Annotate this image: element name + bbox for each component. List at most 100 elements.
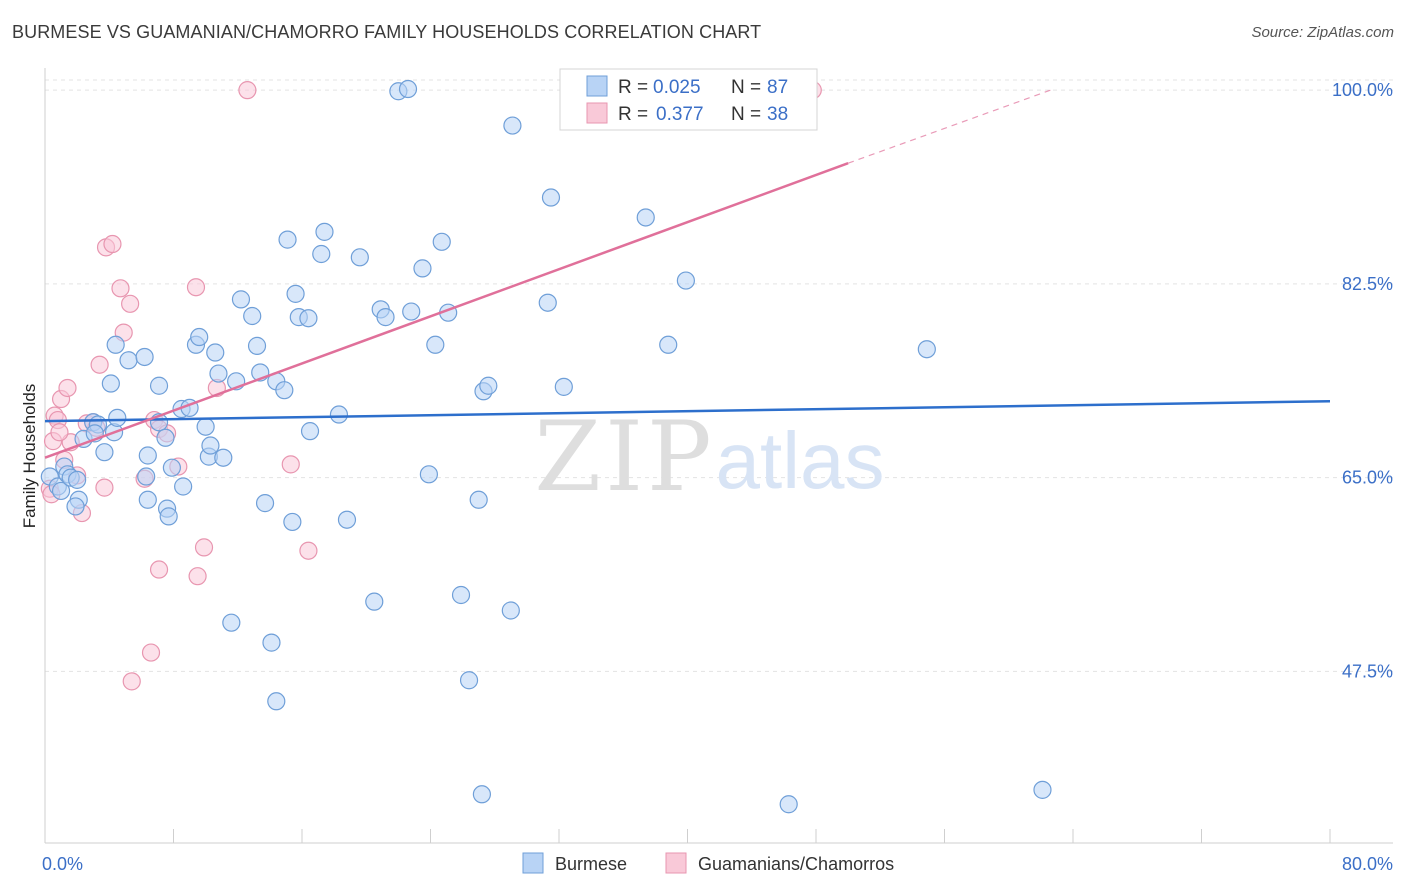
y-tick-label: 47.5% bbox=[1342, 661, 1393, 681]
axis-layer: 100.0% 82.5% 65.0% 47.5% 0.0% 80.0% bbox=[42, 68, 1393, 874]
burmese-point bbox=[469, 490, 488, 509]
guam-point bbox=[194, 538, 214, 557]
burmese-point bbox=[413, 259, 432, 278]
guam-point bbox=[58, 378, 77, 398]
burmese-point bbox=[95, 443, 114, 462]
burmese-point bbox=[137, 467, 156, 486]
burmese-point bbox=[214, 448, 233, 467]
burmese-point bbox=[501, 601, 520, 620]
burmese-point bbox=[66, 497, 85, 516]
burmese-point bbox=[541, 188, 561, 207]
burmese-point bbox=[51, 481, 71, 501]
burmese-point bbox=[159, 507, 178, 526]
burmese-point bbox=[262, 633, 281, 652]
watermark-atlas: atlas bbox=[716, 416, 885, 505]
burmese-point bbox=[267, 692, 286, 711]
source-label: Source: ZipAtlas.com bbox=[1251, 24, 1394, 41]
burmese-point bbox=[472, 785, 491, 804]
watermark: ZIP atlas bbox=[534, 401, 884, 513]
legend-n-label-guam: N = bbox=[731, 104, 761, 125]
burmese-point bbox=[315, 222, 334, 241]
burmese-point bbox=[206, 343, 225, 362]
burmese-point bbox=[196, 417, 215, 436]
burmese-point bbox=[108, 408, 127, 427]
y-tick-label: 82.5% bbox=[1342, 274, 1393, 294]
burmese-point bbox=[231, 290, 251, 309]
burmese-point bbox=[479, 376, 498, 395]
x-tick-label-min: 0.0% bbox=[42, 854, 83, 874]
burmese-point bbox=[300, 422, 320, 441]
legend-r-label-guam: R = bbox=[618, 104, 648, 125]
trend-layer bbox=[44, 89, 1331, 459]
burmese-point bbox=[138, 446, 157, 465]
legend-r-value-guam: 0.377 bbox=[656, 104, 704, 125]
burmese-point bbox=[451, 585, 471, 605]
burmese-point bbox=[329, 405, 349, 424]
legend-box: R = 0.025 N = 87 R = 0.377 N = 38 bbox=[559, 68, 818, 131]
guam-point bbox=[299, 541, 318, 560]
burmese-point bbox=[376, 308, 395, 327]
burmese-point bbox=[255, 494, 275, 513]
burmese-point bbox=[299, 309, 318, 328]
x-tick-label-max: 80.0% bbox=[1342, 854, 1393, 874]
burmese-point bbox=[247, 336, 267, 355]
guam-point bbox=[122, 672, 141, 691]
legend-r-label-burmese: R = bbox=[618, 77, 648, 98]
burmese-point bbox=[101, 374, 120, 393]
guam-trendline bbox=[44, 162, 849, 459]
burmese-point bbox=[554, 377, 573, 396]
burmese-point bbox=[275, 381, 294, 400]
guam-trendline-extension bbox=[847, 89, 1051, 164]
burmese-point bbox=[419, 465, 438, 484]
guam-point bbox=[111, 279, 130, 298]
burmese-point bbox=[156, 428, 175, 447]
chart-title: BURMESE VS GUAMANIAN/CHAMORRO FAMILY HOU… bbox=[12, 22, 762, 42]
burmese-point bbox=[209, 364, 228, 383]
burmese-point bbox=[337, 510, 357, 529]
burmese-point bbox=[426, 335, 445, 354]
guam-point bbox=[50, 423, 69, 442]
burmese-point bbox=[676, 271, 695, 290]
bottom-legend-label-burmese: Burmese bbox=[555, 854, 627, 874]
burmese-point bbox=[503, 116, 522, 135]
watermark-zip: ZIP bbox=[534, 401, 715, 513]
burmese-point bbox=[917, 340, 936, 359]
burmese-point bbox=[243, 306, 262, 326]
burmese-point bbox=[779, 795, 798, 814]
guam-point bbox=[95, 478, 114, 497]
legend-n-value-guam: 38 bbox=[767, 104, 788, 125]
y-axis-title: Family Households bbox=[20, 384, 39, 529]
burmese-point bbox=[1033, 780, 1052, 799]
burmese-point bbox=[174, 477, 193, 496]
legend-swatch-guam bbox=[586, 102, 608, 124]
burmese-point bbox=[190, 327, 209, 347]
burmese-trendline bbox=[44, 400, 1331, 423]
guam-point bbox=[281, 455, 300, 474]
burmese-point bbox=[138, 490, 157, 509]
bottom-legend-swatch-burmese bbox=[522, 852, 544, 874]
burmese-point bbox=[350, 248, 369, 267]
burmese-point bbox=[432, 232, 451, 251]
burmese-point bbox=[365, 592, 384, 611]
burmese-point bbox=[201, 436, 220, 455]
legend-n-value-burmese: 87 bbox=[767, 77, 788, 98]
legend-r-value-burmese: 0.025 bbox=[653, 77, 701, 98]
bottom-legend-label-guam: Guamanians/Chamorros bbox=[698, 854, 894, 874]
guam-point bbox=[186, 278, 206, 297]
bottom-legend-swatch-guam bbox=[665, 852, 687, 874]
y-tick-label: 65.0% bbox=[1342, 468, 1393, 488]
guam-point bbox=[121, 294, 140, 313]
burmese-point bbox=[149, 376, 169, 395]
burmese-point bbox=[222, 613, 241, 632]
guam-point bbox=[188, 567, 207, 586]
burmese-point bbox=[135, 347, 154, 367]
y-tick-label: 100.0% bbox=[1332, 80, 1393, 100]
burmese-point bbox=[402, 302, 421, 321]
burmese-point bbox=[119, 351, 138, 370]
guam-point bbox=[103, 234, 122, 254]
guam-point bbox=[141, 643, 161, 662]
burmese-point bbox=[162, 458, 181, 477]
burmese-point bbox=[538, 293, 557, 312]
burmese-point bbox=[278, 230, 297, 249]
